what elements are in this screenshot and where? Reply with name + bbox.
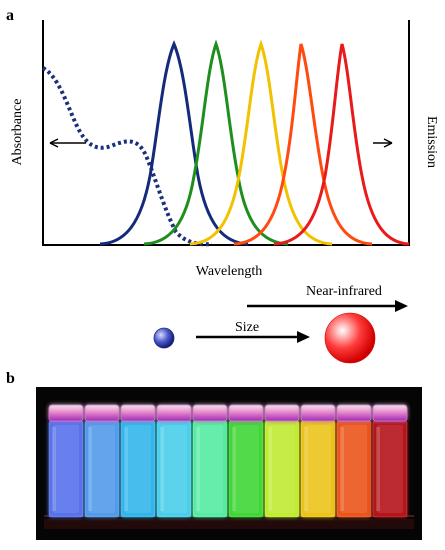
vial-cap [228, 404, 264, 422]
emission-peak-red [273, 43, 410, 246]
vial-cap [372, 404, 408, 422]
vial-shade [269, 425, 295, 513]
vial-highlight [268, 427, 272, 511]
emission-peak-blue [99, 40, 249, 246]
vial-highlight [376, 427, 380, 511]
vial-cap [156, 404, 192, 422]
panel-b-label: b [6, 370, 15, 387]
vial-shade [305, 425, 331, 513]
spectra-plot: Absorbance Emission Wavelength [10, 20, 439, 279]
vial-body [193, 421, 227, 517]
vial [156, 404, 192, 518]
vial-highlight [196, 427, 200, 511]
y-axis-right-label: Emission [424, 116, 439, 168]
base-highlight [44, 515, 414, 517]
vial [228, 404, 264, 518]
size-label: Size [235, 320, 259, 335]
near-infrared-label: Near-infrared [306, 284, 382, 299]
vial-highlight [160, 427, 164, 511]
vial [120, 404, 156, 518]
vial-cap [120, 404, 156, 422]
size-schematic: Near-infrared Size [153, 284, 408, 364]
vial-body [49, 421, 83, 517]
vial-cap [192, 404, 228, 422]
vial-body [157, 421, 191, 517]
vial-body [229, 421, 263, 517]
vial-body [337, 421, 371, 517]
vial-highlight [340, 427, 344, 511]
vial-shade [341, 425, 367, 513]
vial-cap [48, 404, 84, 422]
vial-highlight [232, 427, 236, 511]
vial-cap [300, 404, 336, 422]
vial-body [265, 421, 299, 517]
vial-shade [197, 425, 223, 513]
vials-row [48, 404, 408, 518]
vial-highlight [304, 427, 308, 511]
vial-cap [84, 404, 120, 422]
vial-shade [125, 425, 151, 513]
vial-body [121, 421, 155, 517]
vial-shade [377, 425, 403, 513]
y-axis-left-label: Absorbance [10, 99, 25, 166]
vial [48, 404, 84, 518]
base-glow [44, 519, 414, 529]
left-arrow [49, 138, 86, 148]
plot-axes [42, 20, 410, 246]
vial [300, 404, 336, 518]
size-arrow [196, 331, 310, 343]
vial [336, 404, 372, 518]
vial [372, 404, 408, 518]
absorbance-curve [41, 66, 213, 247]
emission-peak-green [143, 39, 289, 246]
panel-a-label: a [6, 7, 14, 24]
near-infrared-arrow [247, 300, 408, 312]
vial-body [301, 421, 335, 517]
large-nanocrystal [324, 312, 376, 364]
x-axis-label: Wavelength [196, 264, 263, 279]
vial-cap [336, 404, 372, 422]
vial-highlight [52, 427, 56, 511]
small-nanocrystal [153, 327, 175, 349]
vial-body [373, 421, 407, 517]
vial-shade [233, 425, 259, 513]
vial-shade [89, 425, 115, 513]
vial-shade [161, 425, 187, 513]
vial-cap [264, 404, 300, 422]
vial-highlight [124, 427, 128, 511]
right-arrow [373, 138, 393, 148]
vial [192, 404, 228, 518]
vial [264, 404, 300, 518]
emission-peak-yellow [189, 39, 333, 246]
vial [84, 404, 120, 518]
vial-shade [53, 425, 79, 513]
emission-peak-orange [233, 43, 373, 246]
vial-highlight [88, 427, 92, 511]
vial-body [85, 421, 119, 517]
